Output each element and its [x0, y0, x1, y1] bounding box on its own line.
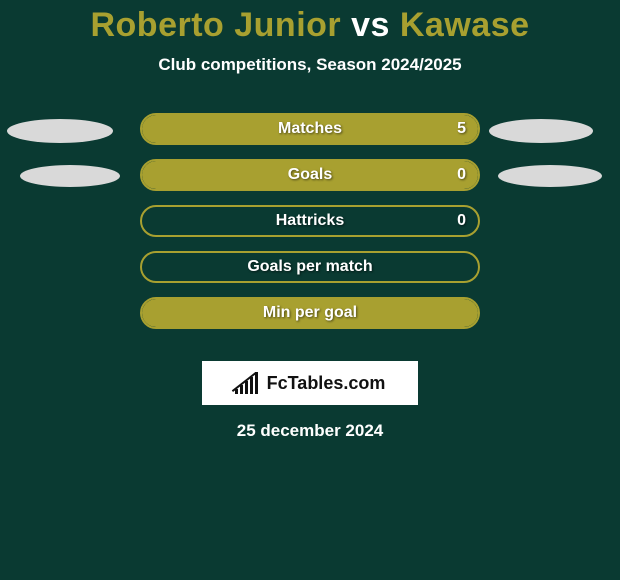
- decorative-ellipse: [489, 119, 593, 143]
- bar-value-right: 5: [457, 115, 466, 143]
- bar-label: Goals per match: [142, 253, 478, 281]
- bar-value-right: 0: [457, 161, 466, 189]
- bar-track: Matches5: [140, 113, 480, 145]
- page-title: Roberto Junior vs Kawase: [0, 0, 620, 45]
- logo-bars-icon: [235, 372, 261, 394]
- chart-row: Min per goal: [0, 297, 620, 329]
- title-player2: Kawase: [400, 6, 530, 44]
- bar-label: Matches: [142, 115, 478, 143]
- title-vs: vs: [341, 6, 400, 44]
- chart-row: Goals per match: [0, 251, 620, 283]
- decorative-ellipse: [7, 119, 113, 143]
- logo-text: FcTables.com: [267, 373, 386, 394]
- chart-row: Hattricks0: [0, 205, 620, 237]
- chart-row: Matches5: [0, 113, 620, 145]
- bar-value-right: 0: [457, 207, 466, 235]
- bar-label: Hattricks: [142, 207, 478, 235]
- subtitle: Club competitions, Season 2024/2025: [0, 55, 620, 75]
- decorative-ellipse: [498, 165, 602, 187]
- fctables-logo: FcTables.com: [202, 361, 418, 405]
- bar-track: Goals per match: [140, 251, 480, 283]
- bar-label: Min per goal: [142, 299, 478, 327]
- bar-track: Min per goal: [140, 297, 480, 329]
- decorative-ellipse: [20, 165, 120, 187]
- comparison-chart: Matches5Goals0Hattricks0Goals per matchM…: [0, 113, 620, 353]
- date-line: 25 december 2024: [0, 421, 620, 441]
- bar-label: Goals: [142, 161, 478, 189]
- chart-row: Goals0: [0, 159, 620, 191]
- bar-track: Hattricks0: [140, 205, 480, 237]
- bar-track: Goals0: [140, 159, 480, 191]
- title-player1: Roberto Junior: [90, 6, 341, 44]
